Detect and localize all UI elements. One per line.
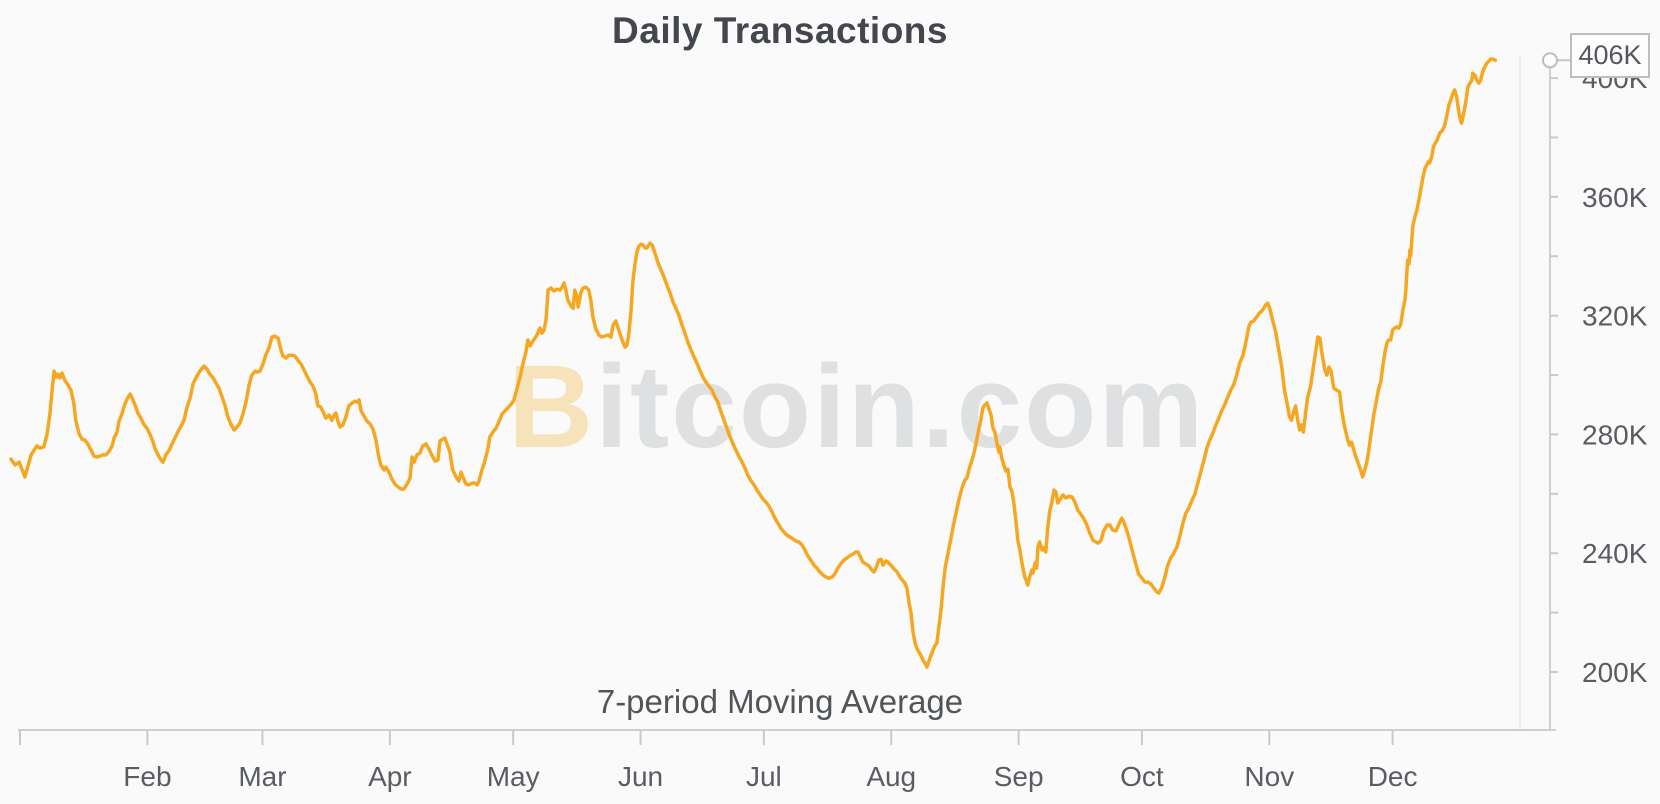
x-axis-label-apr: Apr	[368, 761, 412, 792]
x-axis-label-aug: Aug	[866, 761, 916, 792]
moving-average-line[interactable]	[9, 57, 1498, 669]
x-axis-label-feb: Feb	[123, 761, 171, 792]
y-axis-label-240k: 240K	[1582, 538, 1648, 569]
x-axis-label-mar: Mar	[238, 761, 286, 792]
chart-title: Daily Transactions	[612, 10, 948, 51]
y-axis-label-200k: 200K	[1582, 657, 1648, 688]
y-axis-label-360k: 360K	[1582, 182, 1648, 213]
x-axis-label-jun: Jun	[618, 761, 663, 792]
series-legend-label: 7-period Moving Average	[596, 683, 964, 720]
last-value-marker[interactable]	[1542, 52, 1558, 69]
x-axis-label-may: May	[487, 761, 540, 792]
x-axis-label-oct: Oct	[1120, 761, 1164, 792]
x-axis-label-jul: Jul	[746, 761, 782, 792]
y-axis-label-320k: 320K	[1582, 301, 1648, 332]
last-value-callout[interactable]: 406K	[1570, 33, 1650, 78]
x-axis-label-sep: Sep	[994, 761, 1044, 792]
y-axis-label-280k: 280K	[1582, 419, 1648, 450]
x-axis-label-nov: Nov	[1244, 761, 1294, 792]
x-axis-label-dec: Dec	[1368, 761, 1418, 792]
